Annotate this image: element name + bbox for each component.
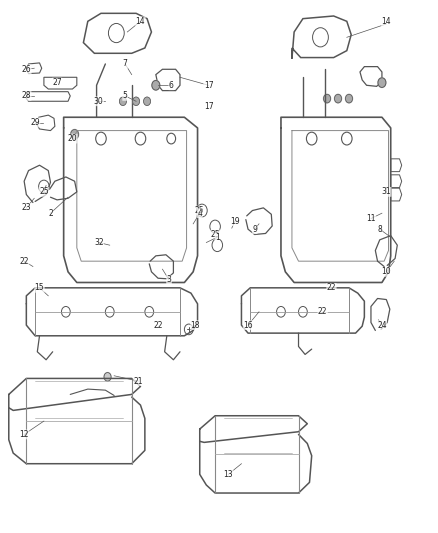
Circle shape xyxy=(377,78,385,87)
Circle shape xyxy=(119,97,126,106)
Text: 16: 16 xyxy=(243,321,252,329)
Text: 23: 23 xyxy=(21,204,31,212)
Text: 7: 7 xyxy=(122,60,127,68)
Text: 9: 9 xyxy=(251,225,257,233)
Text: 30: 30 xyxy=(94,97,103,106)
Circle shape xyxy=(334,94,341,103)
Circle shape xyxy=(345,94,352,103)
Text: 26: 26 xyxy=(21,65,31,74)
Text: 14: 14 xyxy=(135,17,145,26)
Text: 22: 22 xyxy=(326,284,336,292)
Text: 11: 11 xyxy=(365,214,375,223)
Text: 21: 21 xyxy=(133,377,143,385)
Text: 15: 15 xyxy=(35,284,44,292)
Circle shape xyxy=(71,130,78,139)
Text: 13: 13 xyxy=(223,470,233,479)
Text: 22: 22 xyxy=(317,308,327,316)
Text: 31: 31 xyxy=(381,188,390,196)
Text: 25: 25 xyxy=(39,188,49,196)
Text: 32: 32 xyxy=(94,238,103,247)
Text: 20: 20 xyxy=(67,134,77,143)
Text: 6: 6 xyxy=(168,81,173,90)
Text: 2: 2 xyxy=(48,209,53,217)
Text: 27: 27 xyxy=(52,78,62,87)
Text: 25: 25 xyxy=(194,206,204,215)
Text: 29: 29 xyxy=(30,118,40,127)
Text: 14: 14 xyxy=(381,17,390,26)
Text: 8: 8 xyxy=(377,225,381,233)
Text: 5: 5 xyxy=(122,92,127,100)
Text: 18: 18 xyxy=(190,321,200,329)
Text: 19: 19 xyxy=(230,217,239,225)
Text: 3: 3 xyxy=(166,276,171,284)
Circle shape xyxy=(152,80,159,90)
Text: 12: 12 xyxy=(19,430,29,439)
Text: 17: 17 xyxy=(203,81,213,90)
Text: 24: 24 xyxy=(376,321,386,329)
Text: 4: 4 xyxy=(197,209,202,217)
Text: 1: 1 xyxy=(215,233,219,241)
Circle shape xyxy=(143,97,150,106)
Circle shape xyxy=(104,373,111,381)
Text: 22: 22 xyxy=(19,257,29,265)
Text: 17: 17 xyxy=(203,102,213,111)
Text: 28: 28 xyxy=(21,92,31,100)
Text: 25: 25 xyxy=(210,230,219,239)
Text: 22: 22 xyxy=(153,321,162,329)
Circle shape xyxy=(132,97,139,106)
Circle shape xyxy=(323,94,330,103)
Text: 10: 10 xyxy=(381,268,390,276)
